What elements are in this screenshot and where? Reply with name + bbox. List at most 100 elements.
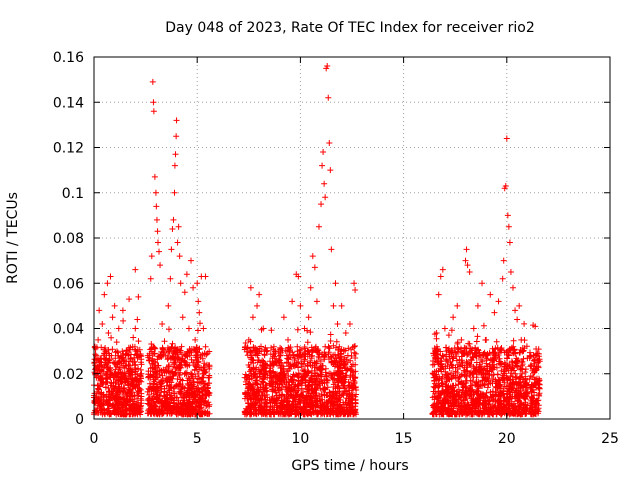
data-point [152, 189, 159, 196]
data-point [101, 291, 108, 298]
data-point [171, 189, 178, 196]
x-tick-label: 25 [601, 431, 619, 447]
data-point [149, 78, 156, 85]
data-point [150, 99, 157, 106]
data-point [181, 289, 188, 296]
data-point [464, 262, 471, 269]
data-point [103, 370, 110, 377]
data-point [247, 284, 254, 291]
data-point [204, 388, 211, 395]
data-point [439, 266, 446, 273]
data-point [194, 280, 201, 287]
grid [94, 57, 610, 419]
data-point [330, 302, 337, 309]
data-point [534, 359, 541, 366]
y-tick-label: 0.06 [53, 276, 84, 292]
data-point [351, 280, 358, 287]
y-tick-label: 0.14 [53, 95, 84, 111]
data-point [163, 375, 170, 382]
data-point [196, 309, 203, 316]
data-point [505, 223, 512, 230]
y-tick-label: 0.16 [53, 50, 84, 66]
x-tick-label: 5 [193, 431, 202, 447]
data-point [107, 273, 114, 280]
data-point [483, 336, 490, 343]
data-point [466, 268, 473, 275]
data-point [136, 406, 143, 413]
data-point [532, 352, 539, 359]
data-point [98, 359, 105, 366]
data-point [260, 325, 267, 332]
data-point [458, 336, 465, 343]
data-point [463, 246, 470, 253]
data-point [144, 388, 151, 395]
data-point [121, 388, 128, 395]
data-point [188, 257, 195, 264]
x-axis-title: GPS time / hours [291, 458, 408, 474]
data-point [154, 228, 161, 235]
data-point [251, 370, 258, 377]
data-point [285, 336, 292, 343]
data-point [135, 293, 142, 300]
data-point [159, 320, 166, 327]
data-point [454, 302, 461, 309]
data-point [315, 223, 322, 230]
data-point [272, 348, 279, 355]
data-point [518, 336, 525, 343]
data-point [295, 273, 302, 280]
data-point [280, 314, 287, 321]
data-point [491, 309, 498, 316]
scatter-background [91, 317, 543, 418]
data-point [530, 366, 537, 373]
data-point [102, 348, 109, 355]
data-point [175, 223, 182, 230]
data-point [105, 330, 112, 337]
data-point [262, 382, 269, 389]
data-point [326, 139, 333, 146]
data-point [111, 302, 118, 309]
data-point [516, 302, 523, 309]
data-point [328, 246, 335, 253]
data-point [174, 239, 181, 246]
data-point [311, 264, 318, 271]
data-point [487, 291, 494, 298]
data-point [499, 275, 506, 282]
data-point [108, 352, 115, 359]
data-point [507, 268, 514, 275]
data-point [173, 117, 180, 124]
data-point [243, 393, 250, 400]
data-point [305, 314, 312, 321]
data-point [154, 239, 161, 246]
data-point [446, 348, 453, 355]
data-point [462, 257, 469, 264]
data-point [301, 325, 308, 332]
data-point [172, 151, 179, 158]
axis-ticks: 0 5 10 15 20 25 0 0.02 0.04 0.06 0.08 0.1 0.12 0.14 0.… [53, 50, 619, 447]
data-point [148, 253, 155, 260]
y-tick-label: 0.1 [62, 186, 84, 202]
data-point [173, 133, 180, 140]
data-point [171, 162, 178, 169]
data-point [176, 253, 183, 260]
data-point [297, 302, 304, 309]
data-point [433, 330, 440, 337]
data-point [117, 370, 124, 377]
data-point [110, 379, 117, 386]
data-point [506, 239, 513, 246]
y-tick-label: 0.08 [53, 231, 84, 247]
data-point [177, 280, 184, 287]
data-point [528, 382, 535, 389]
data-point [168, 246, 175, 253]
data-point [133, 352, 140, 359]
data-point [334, 320, 341, 327]
data-point [112, 361, 119, 368]
data-point [474, 302, 481, 309]
data-point [126, 296, 133, 303]
data-point [437, 273, 444, 280]
data-point [309, 253, 316, 260]
data-point [100, 397, 107, 404]
data-point [322, 194, 329, 201]
data-point [470, 325, 477, 332]
y-axis-title: ROTI / TECUs [5, 192, 21, 284]
